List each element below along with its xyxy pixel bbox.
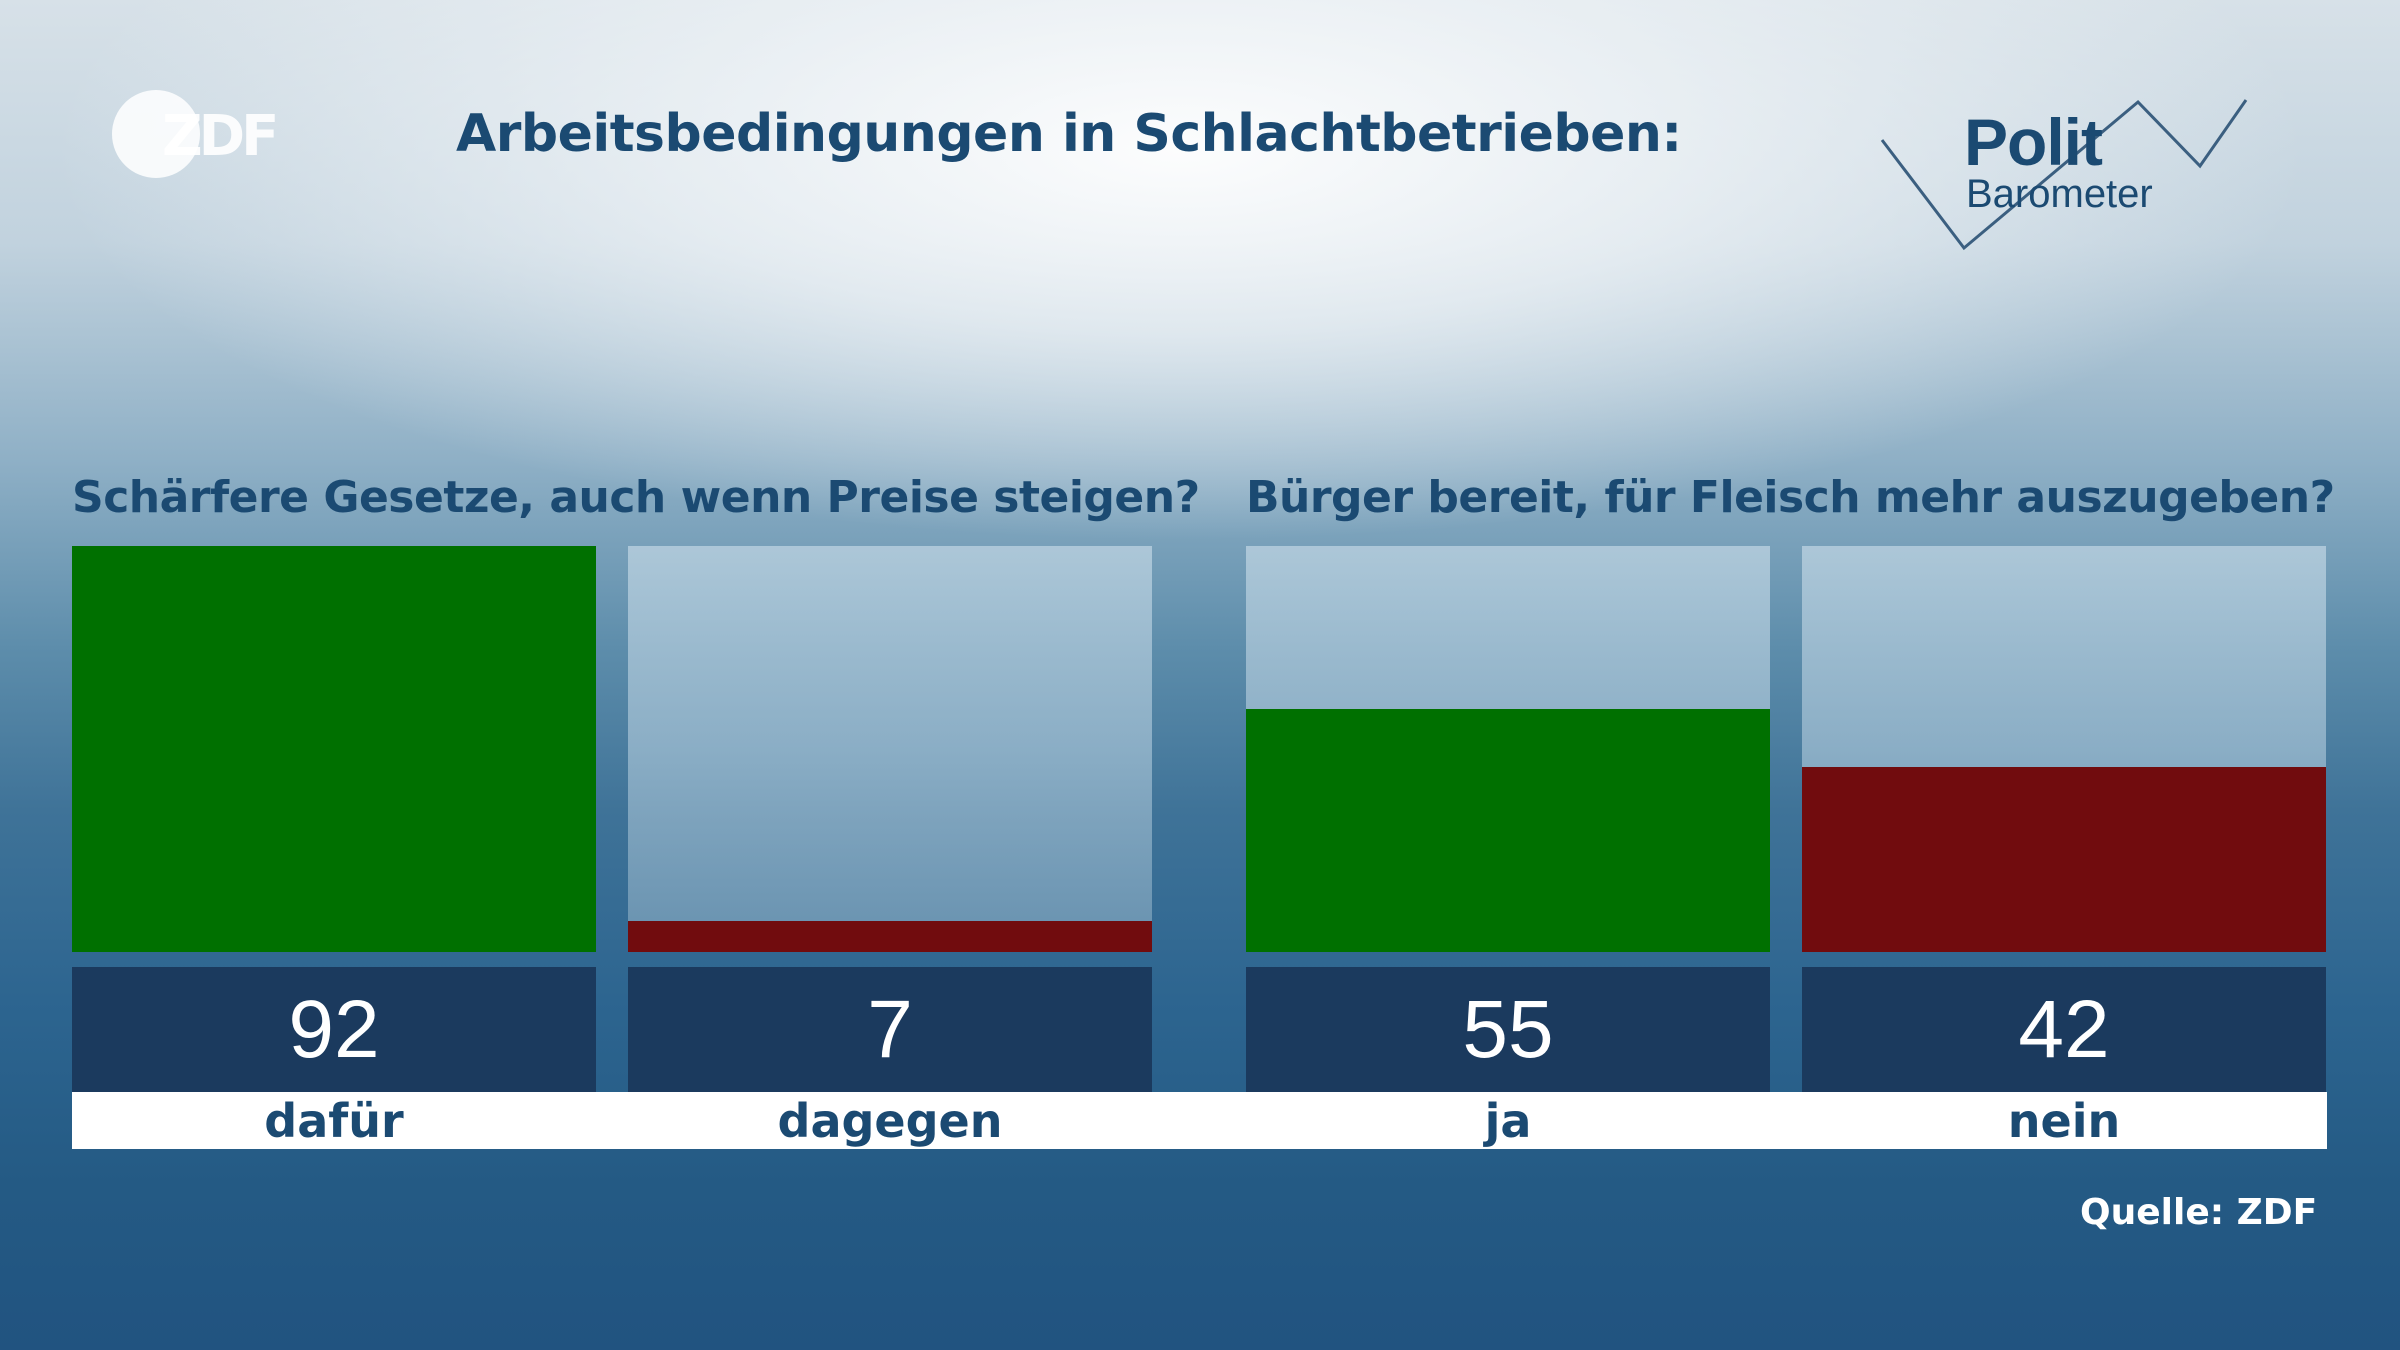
- politbarometer-logo: Polit Barometer: [1880, 96, 2250, 256]
- chart1-value-dagegen: 7: [628, 967, 1152, 1092]
- chart1-bar-dafuer-track: [72, 546, 596, 952]
- chart2-category-nein: nein: [2007, 1093, 2121, 1148]
- chart2-title: Bürger bereit, für Fleisch mehr auszugeb…: [1246, 472, 2335, 523]
- politbarometer-logo-word1: Polit: [1964, 105, 2103, 179]
- chart2-bar-nein-track: [1802, 546, 2326, 952]
- zdf-logo-circle: [112, 90, 200, 178]
- chart1-value-dafuer: 92: [72, 967, 596, 1092]
- chart2-bar-ja: [1246, 709, 1770, 952]
- chart1-title: Schärfere Gesetze, auch wenn Preise stei…: [72, 472, 1200, 523]
- chart1-bar-dagegen-track: [628, 546, 1152, 952]
- zdf-logo: ZDF: [112, 90, 282, 180]
- source-note: Quelle: ZDF: [2080, 1192, 2318, 1233]
- category-label-strip: [72, 1092, 2327, 1149]
- politbarometer-logo-word2: Barometer: [1966, 172, 2153, 216]
- chart2-value-ja: 55: [1246, 967, 1770, 1092]
- politbarometer-zigzag-icon: [1880, 99, 2248, 251]
- chart2-bar-ja-track: [1246, 546, 1770, 952]
- zdf-logo-text: ZDF: [162, 104, 279, 169]
- chart1-bar-dafuer: [72, 546, 596, 952]
- chart1-category-dafuer: dafür: [264, 1093, 404, 1148]
- chart2-category-ja: ja: [1484, 1093, 1532, 1148]
- chart1-bar-dagegen: [628, 921, 1152, 952]
- page-title: Arbeitsbedingungen in Schlachtbetrieben:: [456, 104, 1682, 164]
- chart1-category-dagegen: dagegen: [777, 1093, 1003, 1148]
- chart2-bar-nein: [1802, 767, 2326, 952]
- chart2-value-nein: 42: [1802, 967, 2326, 1092]
